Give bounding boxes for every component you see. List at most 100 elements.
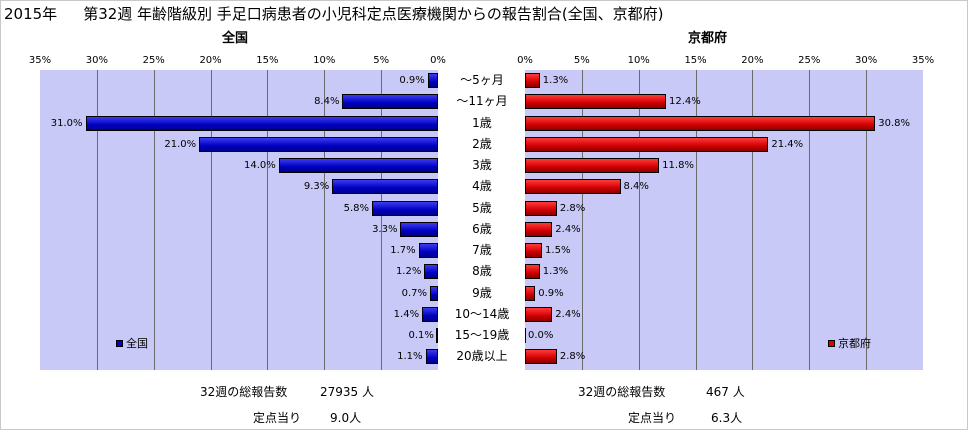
kyoto-data-label: 12.4% xyxy=(669,96,701,108)
kyoto-x-tick-label: 15% xyxy=(684,55,707,66)
age-category-label: 4歳 xyxy=(472,179,492,194)
kyoto-x-tick-label: 5% xyxy=(573,55,590,66)
age-category-label: 7歳 xyxy=(472,243,492,257)
national-data-label: 0.7% xyxy=(401,287,428,299)
national-bar xyxy=(342,94,438,110)
kyoto-legend-label: 京都府 xyxy=(838,337,871,350)
gridline xyxy=(96,70,98,370)
national-x-tick-label: 15% xyxy=(256,55,279,66)
national-x-tick-label: 0% xyxy=(430,55,446,66)
kyoto-bar xyxy=(525,158,660,174)
national-x-tick-label: 25% xyxy=(142,55,165,66)
kyoto-bar xyxy=(525,243,543,259)
national-bar xyxy=(436,328,438,344)
national-data-label: 9.3% xyxy=(303,181,330,193)
kyoto-legend-swatch xyxy=(828,339,835,347)
age-category-label: 9歳 xyxy=(472,285,492,300)
national-bar xyxy=(400,221,438,237)
age-category-label: 2歳 xyxy=(472,136,492,151)
national-x-tick-label: 35% xyxy=(28,55,52,66)
age-category-label: 3歳 xyxy=(472,158,492,172)
kyoto-total-value: 467 人 xyxy=(706,385,745,399)
chart-title: 2015年 第32週 年齢階級別 手足口病患者の小児科定点医療機関からの報告割合(… xyxy=(4,3,664,24)
kyoto-bar xyxy=(525,306,553,322)
age-category-label: 1歳 xyxy=(472,115,492,130)
kyoto-bar xyxy=(525,179,621,195)
kyoto-total-label: 32週の総報告数 xyxy=(578,385,666,399)
age-category-label: ～11ヶ月 xyxy=(456,94,508,109)
age-category-label: 20歳以上 xyxy=(456,349,508,364)
gridline xyxy=(638,70,640,370)
national-data-label: 1.1% xyxy=(397,351,423,363)
kyoto-data-label: 21.4% xyxy=(771,138,804,150)
national-bar xyxy=(85,115,438,131)
national-legend: 全国 xyxy=(116,335,148,351)
national-per-label: 定点当り xyxy=(253,411,302,425)
kyoto-x-tick-label: 0% xyxy=(517,55,533,66)
national-data-label: 31.0% xyxy=(50,117,83,129)
gridline xyxy=(267,70,269,370)
national-bar xyxy=(425,349,438,365)
national-plot-area: 0.9% 8.4% 31.0% 21.0% 14.0% 9.3% 5.8% 3.3% 1.7% 1… xyxy=(40,70,438,370)
national-data-label: 5.8% xyxy=(343,202,370,214)
kyoto-legend: 京都府 xyxy=(828,335,871,351)
kyoto-x-tick-label: 10% xyxy=(627,55,650,66)
kyoto-per-value: 6.3人 xyxy=(711,411,743,425)
gridline xyxy=(381,70,383,370)
kyoto-plot-area: 1.3% 12.4% 30.8% 21.4% 11.8% 8.4% 2.8% 2.4% 1.5%… xyxy=(525,70,923,370)
kyoto-x-tick-label: 25% xyxy=(798,55,821,66)
national-total-label: 32週の総報告数 xyxy=(200,385,288,399)
national-data-label: 21.0% xyxy=(164,138,197,150)
national-x-tick-label: 30% xyxy=(85,55,108,66)
gridline xyxy=(866,70,868,370)
age-category-label: 10～14歳 xyxy=(454,306,510,321)
gridline xyxy=(210,70,212,370)
kyoto-data-label: 30.8% xyxy=(878,117,911,129)
national-bar xyxy=(332,179,438,195)
kyoto-bar xyxy=(525,221,553,237)
kyoto-per-label: 定点当り xyxy=(628,411,677,425)
kyoto-x-tick-label: 35% xyxy=(911,55,935,66)
kyoto-data-label: 11.8% xyxy=(662,160,694,172)
gridline xyxy=(809,70,811,370)
national-x-tick-label: 20% xyxy=(199,55,222,66)
national-data-label: 0.9% xyxy=(399,75,425,87)
age-category-label: 8歳 xyxy=(472,264,492,279)
national-data-label: 14.0% xyxy=(244,160,276,172)
national-total-value: 27935 人 xyxy=(320,385,374,399)
kyoto-data-label: 2.8% xyxy=(559,351,586,363)
national-legend-label: 全国 xyxy=(126,337,148,350)
gridline xyxy=(324,70,326,370)
kyoto-data-label: 2.4% xyxy=(555,223,581,235)
national-bar xyxy=(422,306,438,322)
gridline xyxy=(581,70,583,370)
kyoto-bar xyxy=(525,285,536,301)
national-x-tick-label: 5% xyxy=(373,55,390,66)
national-bar xyxy=(278,158,438,174)
age-category-label: 6歳 xyxy=(472,221,492,236)
kyoto-bar xyxy=(525,328,526,344)
age-category-label: ～5ヶ月 xyxy=(460,73,504,87)
national-data-label: 1.7% xyxy=(390,245,416,257)
gridline xyxy=(752,70,754,370)
kyoto-x-tick-label: 30% xyxy=(855,55,878,66)
kyoto-bar xyxy=(525,115,876,131)
national-data-label: 0.1% xyxy=(408,330,434,342)
national-x-tick-label: 10% xyxy=(313,55,336,66)
kyoto-bar xyxy=(525,73,540,89)
kyoto-bar xyxy=(525,200,557,216)
kyoto-data-label: 2.4% xyxy=(555,308,581,320)
kyoto-panel-title: 京都府 xyxy=(688,31,728,46)
national-data-label: 1.4% xyxy=(393,308,420,320)
gridline xyxy=(153,70,155,370)
national-data-label: 8.4% xyxy=(314,96,340,108)
kyoto-data-label: 0.9% xyxy=(538,287,564,299)
national-per-value: 9.0人 xyxy=(330,411,362,425)
national-bar xyxy=(427,73,438,89)
kyoto-data-label: 0.0% xyxy=(528,330,554,342)
national-data-label: 1.2% xyxy=(395,266,422,278)
age-category-label: 5歳 xyxy=(472,200,492,215)
kyoto-bar xyxy=(525,264,540,280)
title-main: 第32週 年齢階級別 手足口病患者の小児科定点医療機関からの報告割合(全国、京都… xyxy=(83,5,664,23)
national-bar xyxy=(372,200,438,216)
